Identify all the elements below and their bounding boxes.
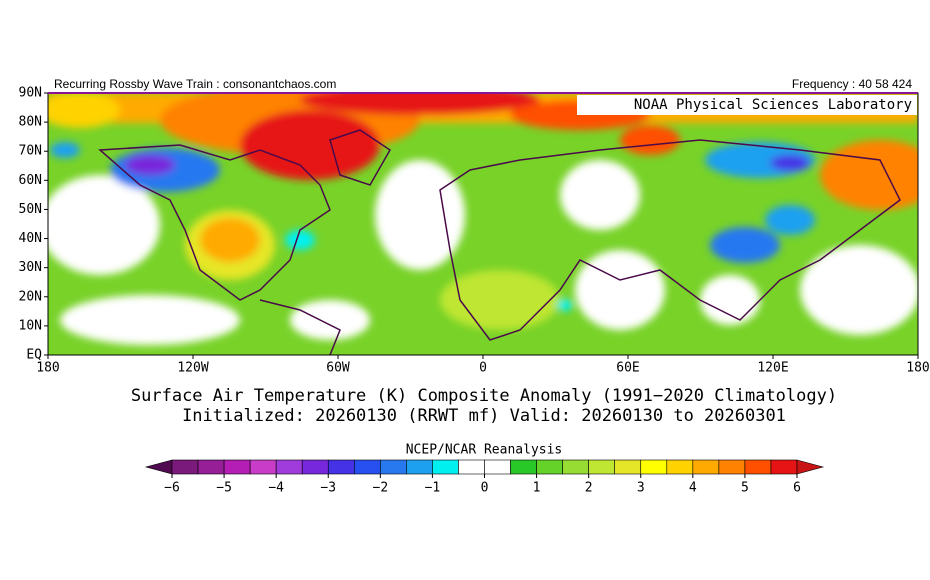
colorbar-box [197, 459, 225, 475]
lon-label: 120E [757, 361, 788, 376]
colorbar-box [718, 459, 746, 475]
header-right: Frequency : 40 58 424 [792, 77, 912, 91]
colorbar-tick-label: 0 [481, 481, 489, 496]
map-label: NOAA Physical Sciences Laboratory [634, 97, 912, 113]
colorbar-tick-label: 1 [533, 481, 541, 496]
lon-label: 60W [326, 361, 350, 376]
lat-label: 80N [19, 115, 42, 130]
colorbar-box [353, 459, 381, 475]
lon-label: 120W [177, 361, 208, 376]
colorbar-tick-label: −6 [164, 481, 180, 496]
colorbar-box [640, 459, 668, 475]
colorbar-box [770, 459, 798, 475]
colorbar-box [327, 459, 355, 475]
colorbar-tick-label: 3 [637, 481, 645, 496]
colorbar-tick-label: 2 [585, 481, 593, 496]
lon-label: 0 [479, 361, 487, 376]
lat-label: 20N [19, 289, 42, 304]
colorbar-over [796, 459, 825, 475]
header-left: Recurring Rossby Wave Train : consonantc… [54, 77, 336, 91]
colorbar-box [301, 459, 329, 475]
lon-label: 180 [906, 361, 929, 376]
colorbar-box [536, 459, 563, 475]
lat-label: EQ [26, 348, 42, 363]
colorbar-box [432, 459, 459, 475]
title-line2: Initialized: 20260130 (RRWT mf) Valid: 2… [182, 406, 786, 426]
lat-label: 70N [19, 144, 42, 159]
lat-label: 90N [19, 86, 42, 101]
colorbar-box [562, 459, 589, 475]
lat-label: 10N [19, 318, 42, 333]
colorbar-box [406, 459, 433, 475]
colorbar-box [275, 459, 303, 475]
colorbar-tick-label: −4 [268, 481, 284, 496]
colorbar-box [510, 459, 537, 475]
colorbar-under [144, 459, 173, 475]
map-field [48, 93, 918, 355]
colorbar-box [249, 459, 277, 475]
colorbar-tick-label: −1 [425, 481, 441, 496]
colorbar-tick-label: −2 [373, 481, 389, 496]
colorbar-title: NCEP/NCAR Reanalysis [406, 443, 563, 458]
colorbar-box [458, 459, 485, 475]
colorbar-box [744, 459, 772, 475]
colorbar-box [171, 459, 199, 475]
colorbar-tick-label: 5 [741, 481, 749, 496]
lat-label: 30N [19, 260, 42, 275]
lon-label: 60E [616, 361, 639, 376]
colorbar-box [380, 459, 407, 475]
lat-label: 50N [19, 202, 42, 217]
colorbar-tick-label: 4 [689, 481, 697, 496]
lat-label: 40N [19, 231, 42, 246]
colorbar-box [614, 459, 642, 475]
map-label-box [577, 95, 917, 115]
colorbar-tick-label: −5 [216, 481, 232, 496]
colorbar-box [223, 459, 251, 475]
colorbar-box [588, 459, 616, 475]
colorbar-tick-label: 6 [793, 481, 801, 496]
colorbar-box [666, 459, 694, 475]
lon-label: 180 [36, 361, 59, 376]
colorbar-tick-label: −3 [320, 481, 336, 496]
title-line1: Surface Air Temperature (K) Composite An… [131, 386, 837, 406]
colorbar-box [692, 459, 720, 475]
lat-label: 60N [19, 173, 42, 188]
colorbar-box [484, 459, 511, 475]
